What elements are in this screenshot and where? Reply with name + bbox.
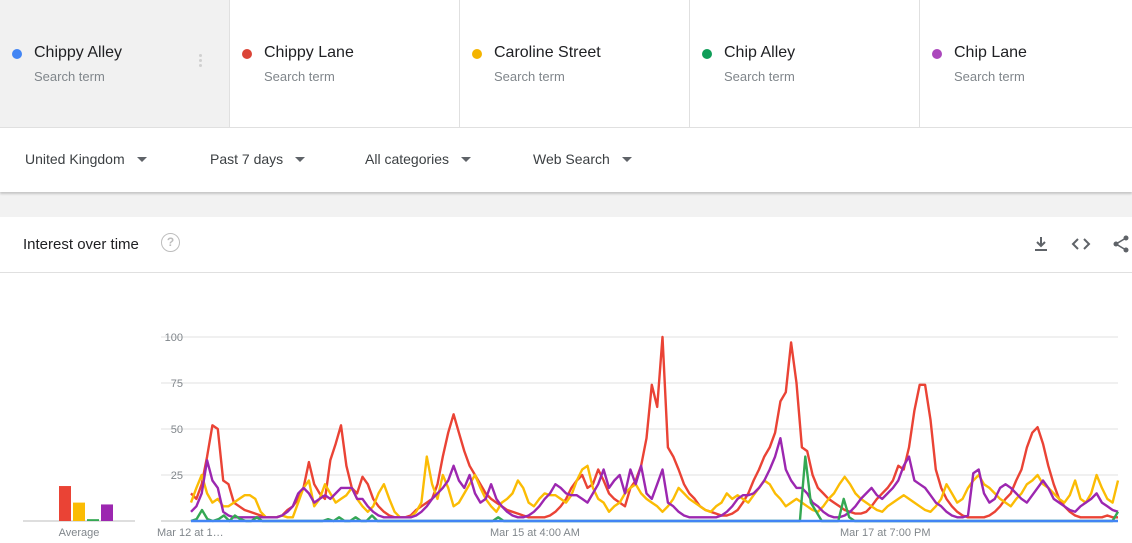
- x-tick-label: Mar 17 at 7:00 PM: [840, 527, 931, 539]
- search-terms-bar: Chippy Alley Search term Chippy Lane Search…: [0, 0, 1132, 128]
- search-term-card[interactable]: Caroline Street Search term: [460, 0, 690, 127]
- y-tick-label: 50: [171, 424, 183, 436]
- search-type-dropdown-label: Web Search: [533, 151, 610, 167]
- search-term-subtitle: Search term: [264, 69, 335, 84]
- interest-over-time-chart: 25 50 75 100 Mar 12 at 1… Mar 15 at 4:00 AM Ma…: [23, 332, 1120, 539]
- period-dropdown-label: Past 7 days: [210, 151, 284, 167]
- region-dropdown[interactable]: United Kingdom: [25, 151, 147, 167]
- more-options-icon[interactable]: [199, 54, 202, 70]
- card-title: Interest over time: [23, 236, 139, 253]
- share-icon[interactable]: [1111, 234, 1131, 254]
- search-term-card[interactable]: Chippy Lane Search term: [230, 0, 460, 127]
- category-dropdown-label: All categories: [365, 151, 450, 167]
- search-term-name: Chippy Alley: [34, 44, 123, 61]
- y-tick-label: 25: [171, 470, 183, 482]
- chevron-down-icon: [461, 156, 472, 162]
- series-line: [189, 455, 1120, 519]
- y-tick-label: 75: [171, 378, 183, 390]
- y-tick-label: 100: [165, 332, 183, 344]
- series-color-dot: [12, 49, 22, 59]
- series-color-dot: [472, 49, 482, 59]
- search-term-name: Chip Lane: [954, 44, 1027, 61]
- search-term-card[interactable]: Chip Alley Search term: [690, 0, 920, 127]
- average-label: Average: [59, 527, 100, 539]
- series-line: [190, 436, 1119, 519]
- average-bar: [87, 519, 99, 521]
- search-type-dropdown[interactable]: Web Search: [533, 151, 632, 167]
- average-bar: [73, 502, 85, 521]
- category-dropdown[interactable]: All categories: [365, 151, 472, 167]
- filter-bar: United Kingdom Past 7 days All categorie…: [0, 128, 1132, 192]
- search-term-subtitle: Search term: [724, 69, 795, 84]
- search-term-name: Chippy Lane: [264, 44, 354, 61]
- chevron-down-icon: [621, 156, 632, 162]
- chevron-down-icon: [136, 156, 147, 162]
- series-color-dot: [242, 49, 252, 59]
- search-term-card[interactable]: Chippy Alley Search term: [0, 0, 230, 127]
- chevron-down-icon: [295, 156, 306, 162]
- help-icon[interactable]: ?: [161, 233, 180, 252]
- search-term-name: Caroline Street: [494, 44, 601, 61]
- x-tick-label: Mar 15 at 4:00 AM: [490, 527, 580, 539]
- search-term-subtitle: Search term: [34, 69, 105, 84]
- search-term-subtitle: Search term: [954, 69, 1025, 84]
- download-icon[interactable]: [1031, 234, 1051, 254]
- search-term-name: Chip Alley: [724, 44, 796, 61]
- embed-icon[interactable]: [1071, 234, 1091, 254]
- x-tick-label: Mar 12 at 1…: [157, 527, 224, 539]
- card-header: Interest over time ?: [0, 217, 1132, 273]
- series-color-dot: [932, 49, 942, 59]
- region-dropdown-label: United Kingdom: [25, 151, 125, 167]
- search-term-card[interactable]: Chip Lane Search term: [920, 0, 1132, 127]
- period-dropdown[interactable]: Past 7 days: [210, 151, 306, 167]
- series-color-dot: [702, 49, 712, 59]
- average-bar: [101, 504, 113, 521]
- interest-over-time-card: Interest over time ? 25 50 75 100 Mar 12 at …: [0, 217, 1132, 543]
- search-term-subtitle: Search term: [494, 69, 565, 84]
- average-bar: [59, 486, 71, 521]
